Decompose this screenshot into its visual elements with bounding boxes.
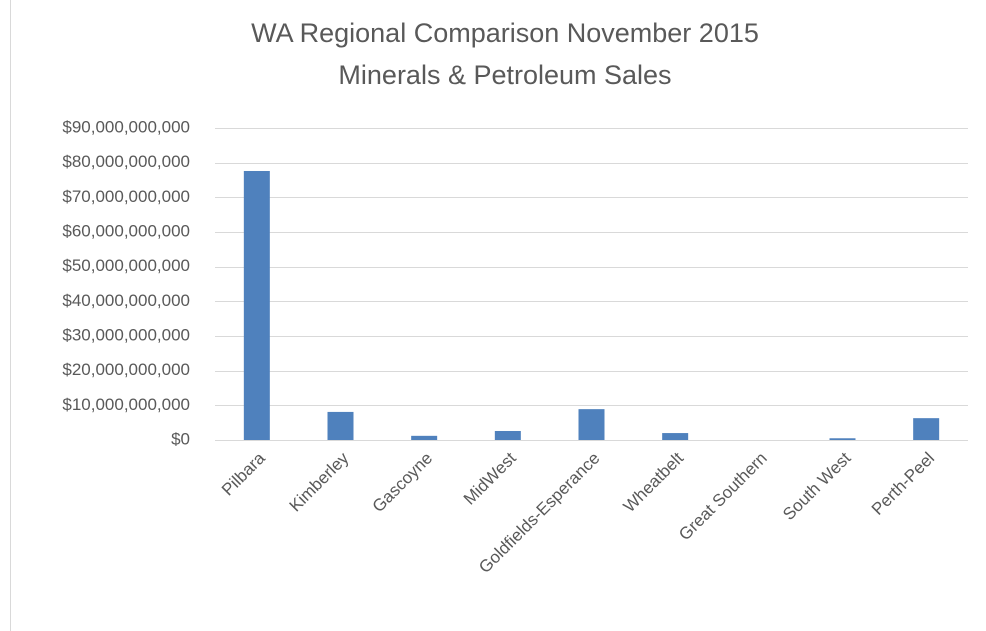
x-tick-label: Perth-Peel [868, 449, 938, 519]
bar [327, 411, 354, 440]
chart-subtitle: Minerals & Petroleum Sales [338, 60, 671, 90]
bar [829, 438, 856, 440]
x-tick-label: Kimberley [286, 448, 353, 515]
bar [913, 418, 940, 440]
x-tick-label: MidWest [460, 448, 520, 508]
bar [662, 433, 689, 440]
y-tick-label: $20,000,000,000 [62, 360, 190, 379]
x-tick-label: Great Southern [675, 449, 771, 545]
bar [411, 435, 438, 440]
y-tick-label: $90,000,000,000 [62, 117, 190, 136]
y-tick-label: $70,000,000,000 [62, 187, 190, 206]
y-tick-label: $10,000,000,000 [62, 395, 190, 414]
y-tick-label: $0 [171, 429, 190, 448]
y-tick-label: $30,000,000,000 [62, 325, 190, 344]
y-tick-label: $40,000,000,000 [62, 291, 190, 310]
x-tick-label: Wheatbelt [620, 448, 688, 516]
bar [243, 170, 270, 440]
bar [578, 409, 605, 440]
x-tick-label: South West [779, 448, 855, 524]
chart-title: WA Regional Comparison November 2015 [251, 18, 759, 48]
y-tick-label: $80,000,000,000 [62, 152, 190, 171]
bar [494, 430, 521, 440]
x-tick-label: Pilbara [218, 448, 269, 499]
y-tick-label: $60,000,000,000 [62, 221, 190, 240]
x-tick-label: Gascoyne [369, 449, 437, 517]
y-tick-label: $50,000,000,000 [62, 256, 190, 275]
